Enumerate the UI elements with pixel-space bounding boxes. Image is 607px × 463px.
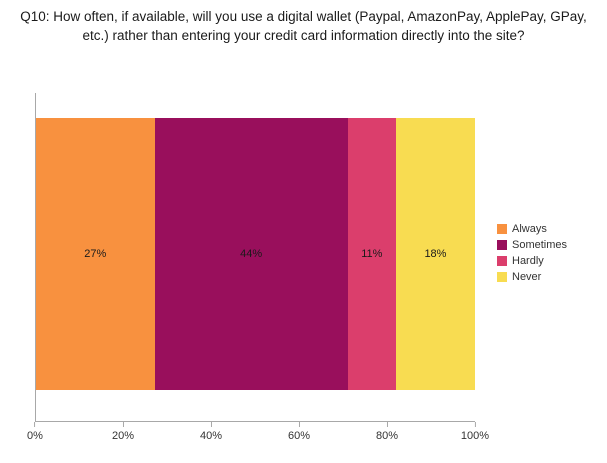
legend-item-sometimes: Sometimes <box>497 237 567 253</box>
x-tick-label: 40% <box>199 430 223 442</box>
legend: Always Sometimes Hardly Never <box>497 221 567 285</box>
plot-area: 27% 44% 11% 18% <box>35 93 475 422</box>
x-tick-label: 0% <box>27 430 43 442</box>
legend-swatch-icon <box>497 272 507 282</box>
stacked-bar: 27% 44% 11% 18% <box>36 118 475 390</box>
segment-data-label: 11% <box>361 248 383 260</box>
legend-label: Hardly <box>512 255 544 267</box>
x-tick-mark <box>34 422 36 427</box>
x-tick-mark <box>298 422 300 427</box>
x-tick: 80% <box>376 422 398 442</box>
legend-item-hardly: Hardly <box>497 253 567 269</box>
segment-data-label: 27% <box>84 248 107 260</box>
legend-label: Sometimes <box>512 239 568 251</box>
x-tick-label: 100% <box>460 430 490 442</box>
x-tick: 0% <box>27 422 43 442</box>
x-axis: 0% 20% 40% 60% 80% 100% <box>27 422 489 442</box>
bar-segment-never: 18% <box>395 118 475 390</box>
legend-label: Never <box>512 271 542 283</box>
x-tick-label: 60% <box>287 430 311 442</box>
segment-data-label: 18% <box>424 248 447 260</box>
legend-label: Always <box>512 223 547 235</box>
legend-swatch-icon <box>497 224 507 234</box>
x-tick-mark <box>386 422 388 427</box>
x-tick-label: 80% <box>375 430 399 442</box>
legend-swatch-icon <box>497 256 507 266</box>
x-tick-mark <box>210 422 212 427</box>
x-tick: 100% <box>461 422 489 442</box>
x-tick: 60% <box>288 422 310 442</box>
legend-item-always: Always <box>497 221 567 237</box>
legend-swatch-icon <box>497 240 507 250</box>
x-tick-label: 20% <box>111 430 135 442</box>
segment-data-label: 44% <box>240 248 263 260</box>
legend-item-never: Never <box>497 269 567 285</box>
bar-segment-hardly: 11% <box>347 118 396 390</box>
x-tick: 40% <box>200 422 222 442</box>
x-tick-mark <box>122 422 124 427</box>
bar-segment-sometimes: 44% <box>154 118 348 390</box>
x-tick-mark <box>474 422 476 427</box>
x-tick: 20% <box>112 422 134 442</box>
chart-title: Q10: How often, if available, will you u… <box>20 9 587 43</box>
bar-segment-always: 27% <box>36 118 155 390</box>
